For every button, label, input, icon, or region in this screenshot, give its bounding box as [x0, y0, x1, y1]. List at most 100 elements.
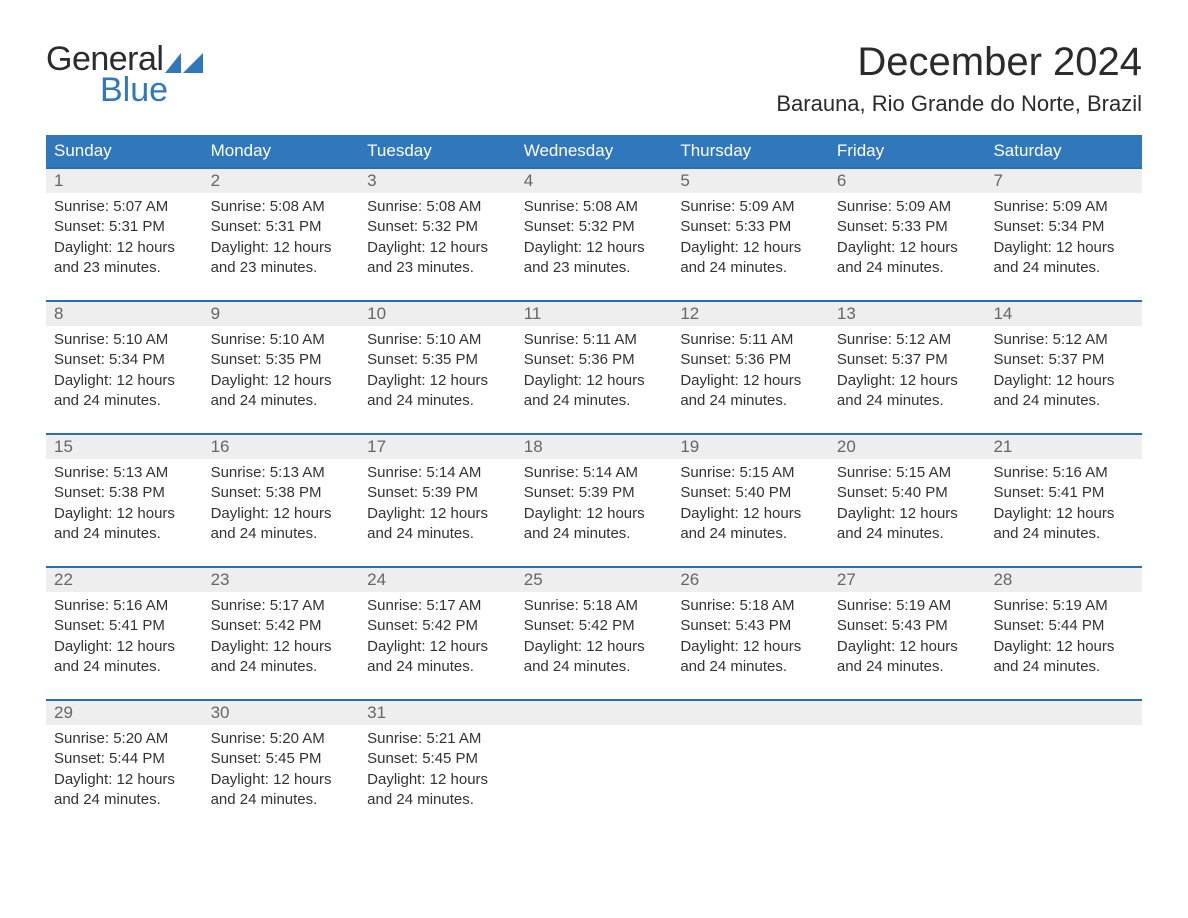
- day-number-row: 891011121314: [46, 302, 1142, 326]
- daylight-line2: and 24 minutes.: [54, 790, 195, 810]
- daylight-line2: and 24 minutes.: [993, 524, 1134, 544]
- dow-header: Saturday: [985, 135, 1142, 167]
- calendar-cell: [985, 725, 1142, 810]
- sunrise-text: Sunrise: 5:15 AM: [837, 463, 978, 483]
- dow-header: Monday: [203, 135, 360, 167]
- daylight-line2: and 24 minutes.: [211, 391, 352, 411]
- daylight-line1: Daylight: 12 hours: [524, 238, 665, 258]
- sunrise-text: Sunrise: 5:11 AM: [680, 330, 821, 350]
- daylight-line1: Daylight: 12 hours: [54, 371, 195, 391]
- day-number: 9: [203, 302, 360, 326]
- day-number-row: 15161718192021: [46, 435, 1142, 459]
- day-number: 30: [203, 701, 360, 725]
- sunrise-text: Sunrise: 5:09 AM: [837, 197, 978, 217]
- day-number: 7: [985, 169, 1142, 193]
- month-title: December 2024: [776, 40, 1142, 85]
- sunset-text: Sunset: 5:43 PM: [837, 616, 978, 636]
- day-number: 14: [985, 302, 1142, 326]
- sunset-text: Sunset: 5:38 PM: [54, 483, 195, 503]
- sunset-text: Sunset: 5:32 PM: [524, 217, 665, 237]
- sunset-text: Sunset: 5:31 PM: [54, 217, 195, 237]
- daylight-line1: Daylight: 12 hours: [524, 371, 665, 391]
- sunrise-text: Sunrise: 5:09 AM: [680, 197, 821, 217]
- location-subtitle: Barauna, Rio Grande do Norte, Brazil: [776, 91, 1142, 117]
- calendar-cell: Sunrise: 5:15 AMSunset: 5:40 PMDaylight:…: [829, 459, 986, 544]
- sunrise-text: Sunrise: 5:08 AM: [524, 197, 665, 217]
- sunset-text: Sunset: 5:41 PM: [993, 483, 1134, 503]
- daylight-line1: Daylight: 12 hours: [993, 371, 1134, 391]
- daylight-line1: Daylight: 12 hours: [837, 371, 978, 391]
- daylight-line1: Daylight: 12 hours: [54, 238, 195, 258]
- sunrise-text: Sunrise: 5:09 AM: [993, 197, 1134, 217]
- calendar-cell: Sunrise: 5:16 AMSunset: 5:41 PMDaylight:…: [985, 459, 1142, 544]
- day-number: 24: [359, 568, 516, 592]
- calendar-cell: Sunrise: 5:09 AMSunset: 5:34 PMDaylight:…: [985, 193, 1142, 278]
- daylight-line1: Daylight: 12 hours: [54, 637, 195, 657]
- daylight-line2: and 24 minutes.: [993, 657, 1134, 677]
- day-number-row: 22232425262728: [46, 568, 1142, 592]
- daylight-line2: and 24 minutes.: [837, 524, 978, 544]
- sunrise-text: Sunrise: 5:13 AM: [54, 463, 195, 483]
- logo: General Blue: [46, 40, 203, 110]
- sunset-text: Sunset: 5:45 PM: [367, 749, 508, 769]
- sunset-text: Sunset: 5:34 PM: [993, 217, 1134, 237]
- daylight-line2: and 24 minutes.: [367, 790, 508, 810]
- sunrise-text: Sunrise: 5:14 AM: [524, 463, 665, 483]
- day-number: 16: [203, 435, 360, 459]
- daylight-line2: and 24 minutes.: [837, 391, 978, 411]
- calendar-cell: Sunrise: 5:11 AMSunset: 5:36 PMDaylight:…: [672, 326, 829, 411]
- daylight-line1: Daylight: 12 hours: [367, 371, 508, 391]
- sunrise-text: Sunrise: 5:08 AM: [211, 197, 352, 217]
- day-content-row: Sunrise: 5:20 AMSunset: 5:44 PMDaylight:…: [46, 725, 1142, 810]
- calendar-cell: Sunrise: 5:20 AMSunset: 5:45 PMDaylight:…: [203, 725, 360, 810]
- sunrise-text: Sunrise: 5:20 AM: [211, 729, 352, 749]
- day-number: 1: [46, 169, 203, 193]
- sunset-text: Sunset: 5:34 PM: [54, 350, 195, 370]
- dow-header: Sunday: [46, 135, 203, 167]
- sunset-text: Sunset: 5:45 PM: [211, 749, 352, 769]
- sunrise-text: Sunrise: 5:08 AM: [367, 197, 508, 217]
- dow-header: Wednesday: [516, 135, 673, 167]
- day-number: 31: [359, 701, 516, 725]
- sunrise-text: Sunrise: 5:17 AM: [211, 596, 352, 616]
- day-content-row: Sunrise: 5:16 AMSunset: 5:41 PMDaylight:…: [46, 592, 1142, 677]
- calendar-cell: Sunrise: 5:11 AMSunset: 5:36 PMDaylight:…: [516, 326, 673, 411]
- sunrise-text: Sunrise: 5:16 AM: [993, 463, 1134, 483]
- sunset-text: Sunset: 5:37 PM: [993, 350, 1134, 370]
- daylight-line2: and 24 minutes.: [54, 391, 195, 411]
- sunrise-text: Sunrise: 5:19 AM: [837, 596, 978, 616]
- day-number: 11: [516, 302, 673, 326]
- daylight-line1: Daylight: 12 hours: [524, 504, 665, 524]
- sunrise-text: Sunrise: 5:10 AM: [211, 330, 352, 350]
- calendar-cell: Sunrise: 5:08 AMSunset: 5:32 PMDaylight:…: [359, 193, 516, 278]
- calendar-cell: [829, 725, 986, 810]
- day-number: 5: [672, 169, 829, 193]
- daylight-line2: and 24 minutes.: [837, 258, 978, 278]
- day-content-row: Sunrise: 5:10 AMSunset: 5:34 PMDaylight:…: [46, 326, 1142, 411]
- day-number: 22: [46, 568, 203, 592]
- daylight-line1: Daylight: 12 hours: [367, 637, 508, 657]
- daylight-line1: Daylight: 12 hours: [54, 770, 195, 790]
- daylight-line1: Daylight: 12 hours: [211, 770, 352, 790]
- daylight-line2: and 24 minutes.: [837, 657, 978, 677]
- calendar-cell: Sunrise: 5:08 AMSunset: 5:32 PMDaylight:…: [516, 193, 673, 278]
- sunset-text: Sunset: 5:42 PM: [367, 616, 508, 636]
- day-number: 26: [672, 568, 829, 592]
- sunrise-text: Sunrise: 5:18 AM: [680, 596, 821, 616]
- day-number-row: 293031: [46, 701, 1142, 725]
- day-content-row: Sunrise: 5:13 AMSunset: 5:38 PM Daylight:…: [46, 459, 1142, 544]
- daylight-line1: Daylight: 12 hours: [211, 637, 352, 657]
- day-number-row: 1234567: [46, 169, 1142, 193]
- daylight-line1: Daylight: 12 hours: [837, 504, 978, 524]
- daylight-line2: and 24 minutes.: [211, 524, 352, 544]
- calendar-week: 1234567Sunrise: 5:07 AMSunset: 5:31 PMDa…: [46, 167, 1142, 278]
- dow-header: Thursday: [672, 135, 829, 167]
- daylight-line2: and 23 minutes.: [367, 258, 508, 278]
- day-number: 12: [672, 302, 829, 326]
- sunset-text: Sunset: 5:42 PM: [211, 616, 352, 636]
- calendar-cell: Sunrise: 5:13 AMSunset: 5:38 PMDaylight:…: [46, 459, 203, 544]
- calendar-cell: Sunrise: 5:12 AMSunset: 5:37 PMDaylight:…: [829, 326, 986, 411]
- sunset-text: Sunset: 5:33 PM: [837, 217, 978, 237]
- sunrise-text: Sunrise: 5:11 AM: [524, 330, 665, 350]
- day-number: 19: [672, 435, 829, 459]
